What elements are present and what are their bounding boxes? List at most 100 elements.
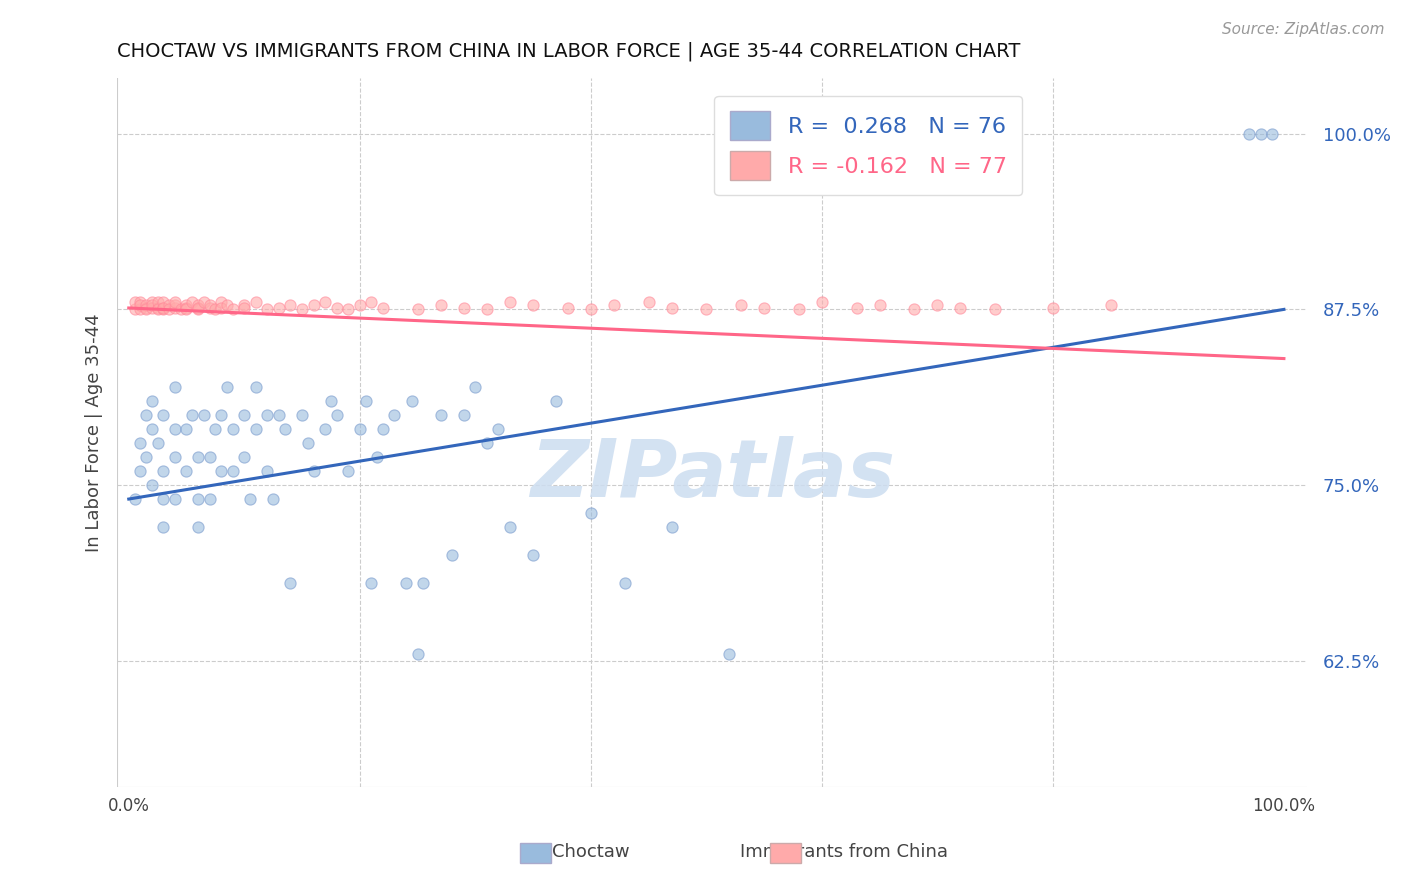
Point	[267, 301, 290, 315]
Point	[152, 408, 174, 422]
Point	[163, 295, 186, 310]
Point	[245, 422, 267, 436]
Point	[337, 302, 360, 317]
Point	[280, 298, 302, 312]
Point	[187, 450, 209, 464]
Point	[135, 298, 157, 312]
Point	[314, 295, 336, 310]
Point	[371, 301, 394, 315]
Legend: R =  0.268   N = 76, R = -0.162   N = 77: R = 0.268 N = 76, R = -0.162 N = 77	[714, 95, 1022, 195]
Point	[198, 491, 221, 506]
Point	[176, 298, 198, 312]
Point	[406, 302, 429, 317]
Point	[141, 422, 163, 436]
Point	[129, 295, 152, 310]
Point	[337, 464, 360, 478]
Point	[176, 464, 198, 478]
Text: 100.0%: 100.0%	[1253, 797, 1316, 815]
Point	[124, 302, 146, 317]
Point	[486, 422, 509, 436]
Point	[198, 298, 221, 312]
Text: 0.0%: 0.0%	[108, 797, 149, 815]
Point	[152, 301, 174, 315]
Point	[579, 506, 602, 520]
Point	[163, 491, 186, 506]
Point	[661, 301, 683, 315]
Point	[163, 422, 186, 436]
Point	[152, 520, 174, 534]
Point	[695, 302, 717, 317]
Point	[1099, 298, 1122, 312]
Point	[152, 301, 174, 315]
Point	[302, 298, 325, 312]
Point	[360, 295, 382, 310]
Point	[302, 464, 325, 478]
Point	[152, 464, 174, 478]
Point	[176, 422, 198, 436]
Point	[152, 295, 174, 310]
Point	[384, 408, 406, 422]
Point	[187, 520, 209, 534]
Point	[215, 379, 238, 393]
Point	[141, 478, 163, 492]
Point	[198, 450, 221, 464]
Point	[163, 379, 186, 393]
Point	[209, 464, 232, 478]
Point	[557, 301, 579, 315]
Point	[845, 301, 868, 315]
Point	[209, 301, 232, 315]
Point	[204, 302, 226, 317]
Point	[152, 491, 174, 506]
Text: Immigrants from China: Immigrants from China	[740, 843, 948, 861]
Point	[193, 295, 215, 310]
Point	[811, 295, 834, 310]
Point	[453, 408, 475, 422]
Point	[366, 450, 388, 464]
Point	[256, 464, 278, 478]
Point	[464, 379, 486, 393]
Point	[170, 302, 193, 317]
Point	[475, 435, 498, 450]
Point	[256, 302, 278, 317]
Point	[429, 408, 451, 422]
Point	[187, 491, 209, 506]
Point	[176, 302, 198, 317]
Point	[475, 302, 498, 317]
Point	[209, 295, 232, 310]
Point	[927, 298, 949, 312]
Point	[146, 301, 169, 315]
Point	[371, 422, 394, 436]
Point	[187, 298, 209, 312]
Point	[614, 576, 637, 591]
Point	[204, 422, 226, 436]
Point	[256, 408, 278, 422]
Point	[124, 295, 146, 310]
Point	[163, 301, 186, 315]
Point	[152, 302, 174, 317]
Point	[239, 491, 262, 506]
Point	[406, 647, 429, 661]
Point	[141, 295, 163, 310]
Point	[193, 408, 215, 422]
Point	[129, 302, 152, 317]
Point	[499, 520, 522, 534]
Point	[730, 298, 752, 312]
Point	[233, 298, 256, 312]
Point	[135, 301, 157, 315]
Point	[163, 298, 186, 312]
Point	[787, 302, 810, 317]
Point	[209, 408, 232, 422]
Point	[314, 422, 336, 436]
Point	[233, 301, 256, 315]
Point	[412, 576, 434, 591]
Point	[291, 408, 314, 422]
Point	[129, 435, 152, 450]
Point	[441, 548, 464, 562]
Point	[1261, 127, 1284, 141]
Point	[522, 548, 544, 562]
Point	[129, 298, 152, 312]
Point	[245, 379, 267, 393]
Point	[233, 408, 256, 422]
Y-axis label: In Labor Force | Age 35-44: In Labor Force | Age 35-44	[86, 313, 103, 551]
Point	[273, 422, 295, 436]
